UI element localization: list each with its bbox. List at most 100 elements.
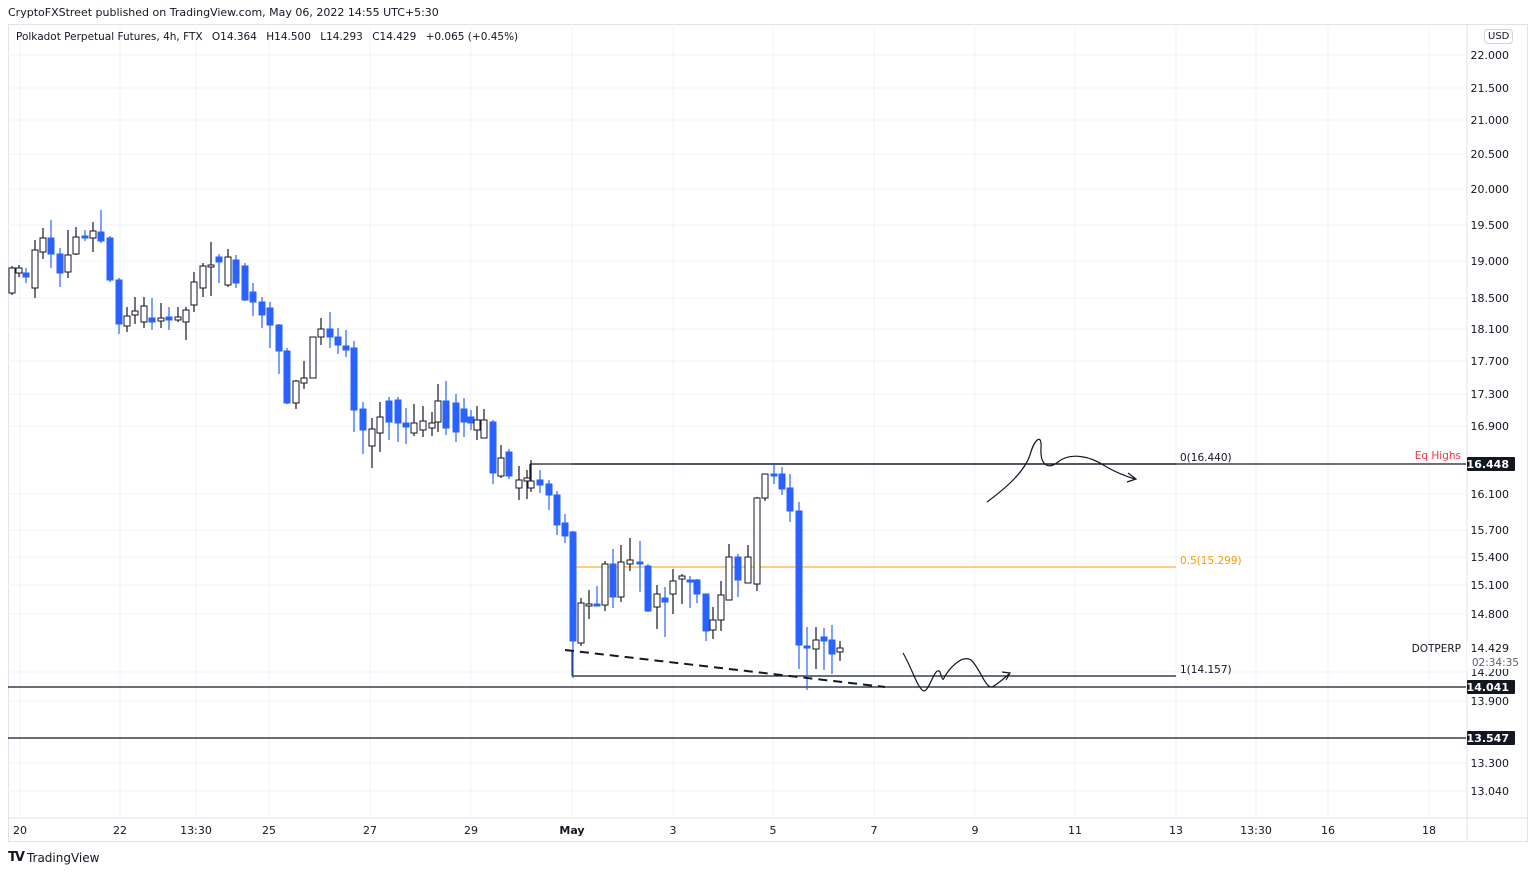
candle-down [460, 408, 468, 423]
time-tick: 11 [1068, 824, 1082, 837]
candle-up [224, 256, 232, 286]
candle-up [601, 563, 609, 606]
candle-down [770, 473, 778, 477]
price-badge [1467, 731, 1515, 745]
time-tick: 22 [113, 824, 127, 837]
candle-up [812, 639, 820, 650]
time-tick: 13:30 [180, 824, 212, 837]
price-tick: 19.000 [1471, 255, 1510, 268]
candle-up [626, 559, 634, 565]
candle-up [174, 316, 182, 321]
candle-down [56, 253, 64, 274]
ohlc-open: O14.364 [211, 31, 257, 43]
candle-down [241, 265, 249, 301]
fib-label: 0.5(15.299) [1180, 555, 1242, 567]
time-tick: 27 [363, 824, 377, 837]
candle-up [428, 422, 436, 429]
tradingview-logo-icon: TV [8, 850, 25, 865]
candle-up [753, 497, 761, 585]
time-tick: 20 [13, 824, 27, 837]
price-tick: 21.500 [1471, 82, 1510, 95]
price-tick: 14.200 [1471, 666, 1510, 679]
price-tick: 15.400 [1471, 551, 1510, 564]
published-by-line: CryptoFXStreet published on TradingView.… [8, 6, 439, 19]
candle-up [292, 380, 300, 404]
time-tick: 13:30 [1240, 824, 1272, 837]
candle-down [489, 421, 497, 474]
candle-down [467, 416, 475, 424]
price-axis[interactable]: 22.000 21.500 21.000 20.500 20.000 19.500 19.0… [1471, 49, 1510, 798]
candle-down [402, 422, 410, 428]
projection-scribble-down[interactable] [902, 652, 1010, 692]
candle-up [64, 254, 72, 273]
last-price-badge [1467, 641, 1517, 669]
currency-button[interactable]: USD [1484, 29, 1514, 44]
tradingview-branding[interactable]: TV TradingView [8, 850, 99, 865]
time-tick: 5 [770, 824, 777, 837]
arrow-head-icon [1126, 472, 1138, 483]
candle-down [661, 597, 669, 603]
candle-up [123, 315, 131, 327]
candle-up [709, 619, 717, 631]
candle-down [442, 400, 450, 429]
symbol-title[interactable]: Polkadot Perpetual Futures, 4h, FTX [16, 31, 203, 43]
fib-retracement[interactable]: 0(16.440) 0.5(15.299) 1(14.157) [571, 452, 1242, 677]
candle-up [669, 580, 677, 595]
candle-up [199, 265, 207, 289]
candle-up [717, 594, 725, 621]
price-tick: 13.300 [1471, 757, 1510, 770]
candle-down [452, 402, 460, 433]
candle-down [778, 473, 786, 490]
candle-down [545, 483, 553, 496]
projection-scribble-up[interactable] [986, 438, 1136, 503]
price-tick: 14.800 [1471, 608, 1510, 621]
hand-drawn-annotations[interactable] [564, 438, 1138, 692]
candle-down [686, 579, 694, 583]
price-tick: 16.100 [1471, 488, 1510, 501]
candle-up [836, 647, 844, 653]
candle-down [803, 645, 811, 649]
candle-up [497, 457, 505, 477]
time-tick: 16 [1321, 824, 1335, 837]
price-badge-text: 13.547 [1467, 732, 1509, 745]
price-tick: 20.000 [1471, 183, 1510, 196]
candle-down [165, 316, 173, 321]
price-tick: 15.100 [1471, 579, 1510, 592]
dashed-trendline[interactable] [564, 649, 886, 688]
candle-down [215, 256, 223, 263]
candle-up [182, 309, 190, 323]
candle-up [410, 422, 418, 434]
candle-down [569, 531, 577, 642]
candle-up [368, 428, 376, 447]
price-tick: 15.700 [1471, 524, 1510, 537]
candle-down [786, 487, 794, 512]
candle-up [577, 602, 585, 644]
candle-down [505, 451, 513, 477]
candle-up [419, 420, 427, 431]
eq-highs-label: Eq Highs [1415, 450, 1461, 462]
price-tick: 17.300 [1471, 388, 1510, 401]
price-tick: 19.500 [1471, 219, 1510, 232]
candle-down [795, 510, 803, 646]
price-tick: 18.100 [1471, 323, 1510, 336]
ohlc-close: C14.429 [372, 31, 417, 43]
candle-down [593, 603, 601, 607]
time-axis[interactable]: 20 22 13:30 25 27 29 May 3 5 7 9 11 13 13:30 16 18 [13, 824, 1436, 837]
candle-down [350, 347, 358, 411]
candle-down [820, 636, 828, 642]
candle-down [828, 639, 836, 655]
last-price-text: 14.429 [1471, 642, 1510, 655]
symbol-legend: Polkadot Perpetual Futures, 4h, FTX O14.… [16, 31, 524, 43]
candle-down [115, 279, 123, 325]
candle-up [190, 281, 198, 306]
candle-up [131, 310, 139, 316]
candle-up [300, 377, 308, 384]
horizontal-lines[interactable] [8, 463, 1466, 739]
candle-up [585, 603, 593, 607]
candle-up [39, 237, 47, 253]
symbol-tag-label: DOTPERP [1412, 643, 1461, 655]
candle-down [693, 579, 701, 595]
candle-down [326, 328, 334, 338]
ohlc-high: H14.500 [266, 31, 311, 43]
